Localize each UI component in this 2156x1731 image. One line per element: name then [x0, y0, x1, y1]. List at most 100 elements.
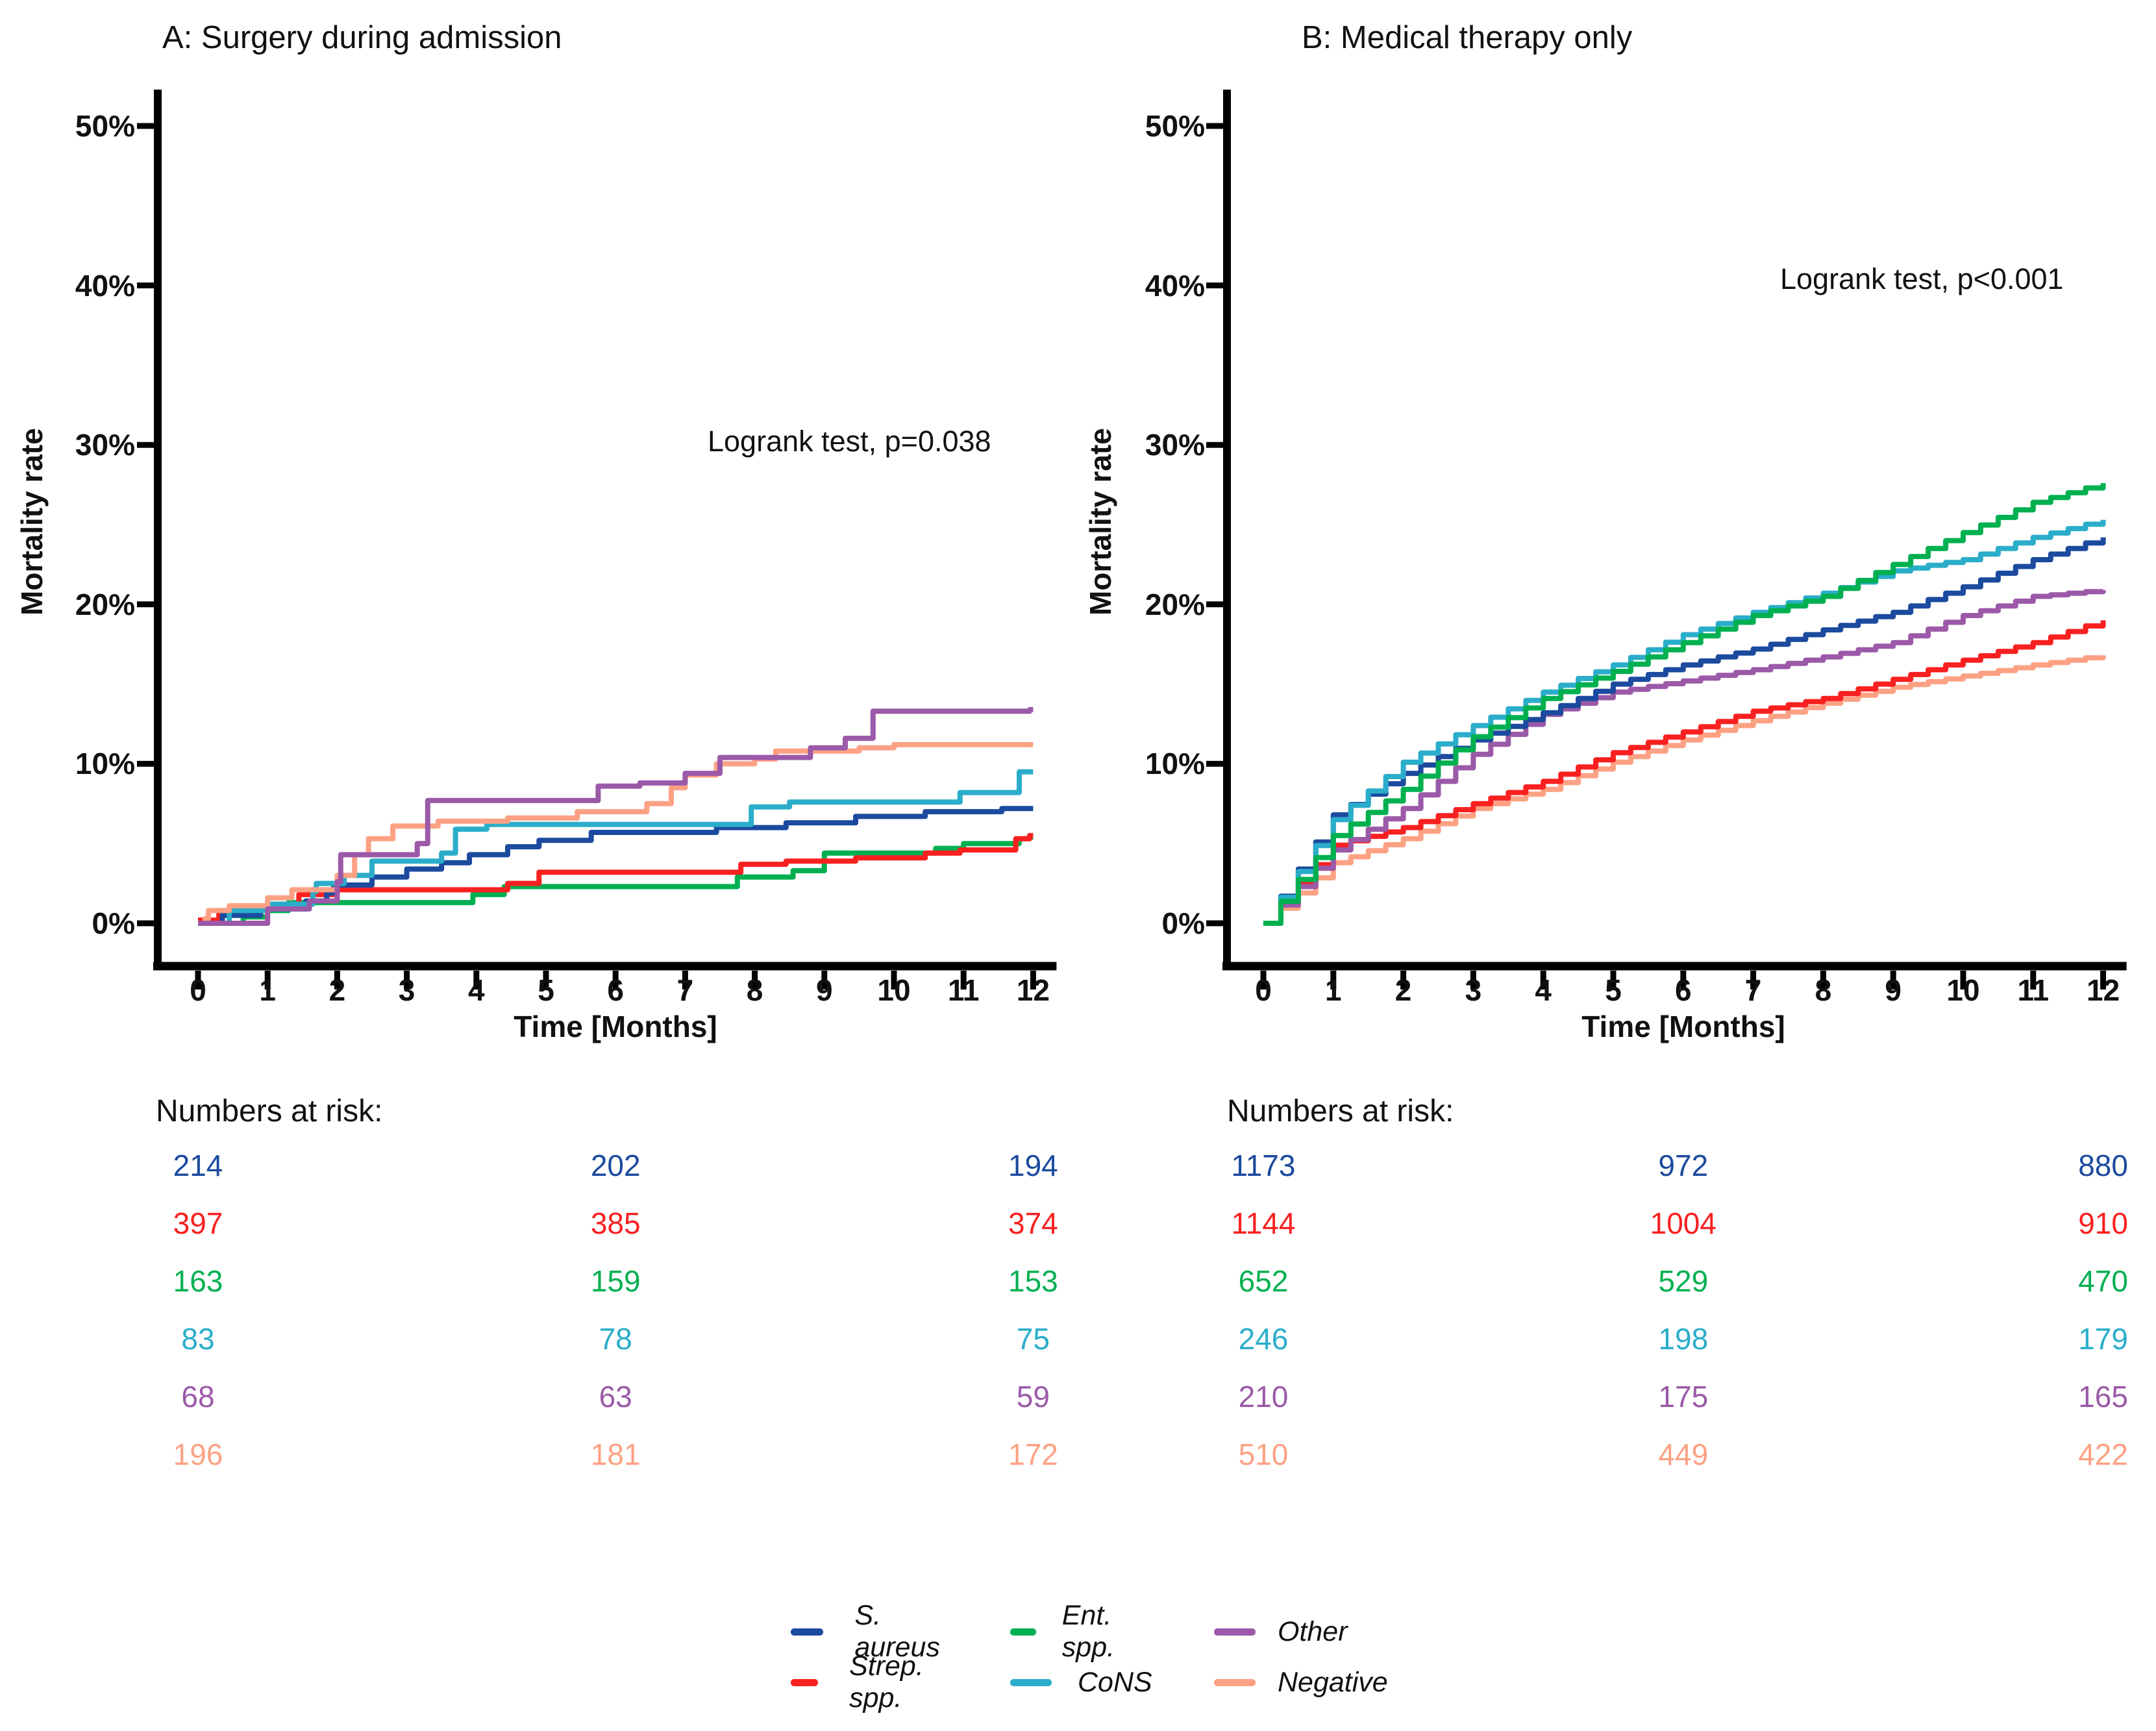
time-months-xlabel-b: Time [Months] [1581, 1010, 1785, 1043]
numbers-at-risk-value-other-B: 175 [1658, 1380, 1709, 1413]
numbers-at-risk-value-cons-A: 83 [181, 1322, 215, 1356]
x-tick-label-B: 2 [1394, 973, 1412, 1007]
numbers-at-risk-value-ent-spp-A: 153 [1008, 1264, 1058, 1298]
numbers-at-risk-value-ent-spp-B: 652 [1238, 1264, 1289, 1298]
strep-spp-line-swatch [791, 1678, 819, 1686]
numbers-at-risk-value-strep-spp-B: 910 [2078, 1206, 2128, 1240]
x-tick-label-B: 3 [1465, 973, 1482, 1007]
time-months-xlabel-a: Time [Months] [514, 1010, 717, 1043]
panel-a-title: A: Surgery during admission [162, 20, 562, 55]
x-tick-label-A: 4 [468, 973, 485, 1007]
numbers-at-risk-value-other-A: 59 [1016, 1380, 1050, 1413]
x-tick-label-B: 7 [1744, 973, 1762, 1007]
panel-b-title: B: Medical therapy only [1302, 20, 1633, 55]
x-tick-label-A: 7 [676, 973, 694, 1007]
logrank-annotation-a: Logrank test, p=0.038 [708, 425, 991, 458]
x-tick-label-B: 10 [1946, 973, 1980, 1007]
y-tick-label-B: 40% [1145, 268, 1205, 303]
series-curve-negative-B [1263, 655, 2106, 926]
numbers-at-risk-value-ent-spp-A: 159 [590, 1264, 641, 1298]
x-tick-label-A: 9 [816, 973, 833, 1007]
series-curve-other-A [198, 706, 1034, 926]
y-tick-label-A: 10% [75, 747, 135, 781]
x-tick-label-A: 8 [746, 973, 763, 1007]
series-curve-strep-spp-B [1263, 620, 2106, 926]
numbers-at-risk-value-strep-spp-A: 397 [173, 1206, 223, 1240]
ent-spp-line-swatch [1010, 1628, 1036, 1636]
legend-item-cons: CoNS [1010, 1665, 1152, 1700]
x-tick-label-A: 0 [190, 973, 206, 1007]
series-curve-other-B [1263, 589, 2106, 926]
series-curve-cons-B [1263, 519, 2106, 926]
numbers-at-risk-value-negative-A: 181 [590, 1438, 641, 1471]
numbers-at-risk-value-s-aureus-A: 194 [1008, 1149, 1058, 1182]
numbers-at-risk-value-s-aureus-B: 880 [2078, 1149, 2128, 1182]
legend-item-ent-spp: Ent. spp. [1010, 1600, 1130, 1663]
numbers-at-risk-heading-a: Numbers at risk: [156, 1094, 383, 1128]
numbers-at-risk-value-cons-B: 179 [2078, 1322, 2128, 1356]
numbers-at-risk-value-negative-A: 172 [1008, 1438, 1058, 1471]
x-tick-label-B: 1 [1325, 973, 1342, 1007]
y-tick-label-A: 20% [75, 587, 135, 621]
numbers-at-risk-value-strep-spp-B: 1144 [1231, 1206, 1296, 1240]
y-tick-label-B: 30% [1145, 428, 1205, 462]
x-tick-label-A: 5 [538, 973, 554, 1007]
legend-item-s-aureus: S. aureus [791, 1600, 948, 1663]
numbers-at-risk-value-s-aureus-B: 972 [1658, 1149, 1709, 1182]
y-tick-label-A: 0% [92, 906, 135, 940]
cons-line-swatch [1010, 1678, 1052, 1686]
x-tick-label-A: 11 [947, 973, 980, 1007]
logrank-annotation-b: Logrank test, p<0.001 [1780, 262, 2064, 295]
numbers-at-risk-value-cons-B: 198 [1658, 1322, 1709, 1356]
series-curve-strep-spp-A [198, 832, 1034, 923]
numbers-at-risk-value-other-B: 210 [1238, 1380, 1289, 1413]
x-tick-label-B: 12 [2087, 973, 2120, 1007]
x-tick-label-B: 6 [1675, 973, 1692, 1007]
legend-label: CoNS [1078, 1666, 1152, 1698]
numbers-at-risk-value-negative-B: 449 [1658, 1438, 1709, 1471]
x-tick-label-A: 10 [877, 973, 911, 1007]
y-tick-label-B: 10% [1145, 747, 1205, 781]
numbers-at-risk-value-s-aureus-A: 214 [173, 1149, 223, 1182]
numbers-at-risk-value-ent-spp-B: 470 [2078, 1264, 2128, 1298]
numbers-at-risk-value-negative-B: 422 [2078, 1438, 2128, 1471]
numbers-at-risk-value-other-B: 165 [2078, 1380, 2128, 1413]
numbers-at-risk-value-s-aureus-B: 1173 [1231, 1149, 1296, 1182]
x-tick-label-B: 8 [1815, 973, 1832, 1007]
numbers-at-risk-value-strep-spp-B: 1004 [1650, 1206, 1716, 1240]
legend-label: Strep. spp. [849, 1650, 924, 1713]
numbers-at-risk-value-strep-spp-A: 385 [590, 1206, 641, 1240]
x-tick-label-A: 3 [398, 973, 415, 1007]
y-tick-label-B: 20% [1145, 587, 1205, 621]
y-tick-label-A: 50% [75, 109, 135, 143]
x-tick-label-B: 11 [2017, 973, 2050, 1007]
x-tick-label-B: 5 [1605, 973, 1622, 1007]
negative-line-swatch [1214, 1678, 1256, 1686]
numbers-at-risk-value-s-aureus-A: 202 [590, 1149, 641, 1182]
numbers-at-risk-value-negative-B: 510 [1238, 1438, 1289, 1471]
legend-label: Negative [1278, 1666, 1388, 1698]
s-aureus-line-swatch [791, 1628, 824, 1636]
numbers-at-risk-value-other-A: 63 [599, 1380, 632, 1413]
x-tick-label-B: 0 [1255, 973, 1272, 1007]
numbers-at-risk-heading-b: Numbers at risk: [1227, 1094, 1454, 1128]
y-tick-label-A: 30% [75, 428, 135, 462]
series-curve-cons-A [198, 769, 1034, 926]
y-tick-label-B: 50% [1145, 109, 1205, 143]
legend-label: Ent. spp. [1061, 1600, 1115, 1663]
legend-label: S. aureus [854, 1600, 940, 1663]
y-tick-label-A: 40% [75, 268, 135, 303]
numbers-at-risk-value-ent-spp-A: 163 [173, 1264, 223, 1298]
numbers-at-risk-value-strep-spp-A: 374 [1008, 1206, 1058, 1240]
numbers-at-risk-value-ent-spp-B: 529 [1658, 1264, 1709, 1298]
x-tick-label-B: 9 [1885, 973, 1902, 1007]
numbers-at-risk-value-cons-B: 246 [1238, 1322, 1289, 1356]
x-tick-label-B: 4 [1535, 973, 1552, 1007]
y-tick-label-B: 0% [1161, 906, 1205, 940]
other-line-swatch [1214, 1628, 1256, 1636]
x-tick-label-A: 1 [259, 973, 276, 1007]
series-curve-ent-spp-B [1263, 483, 2106, 926]
x-tick-label-A: 12 [1016, 973, 1050, 1007]
